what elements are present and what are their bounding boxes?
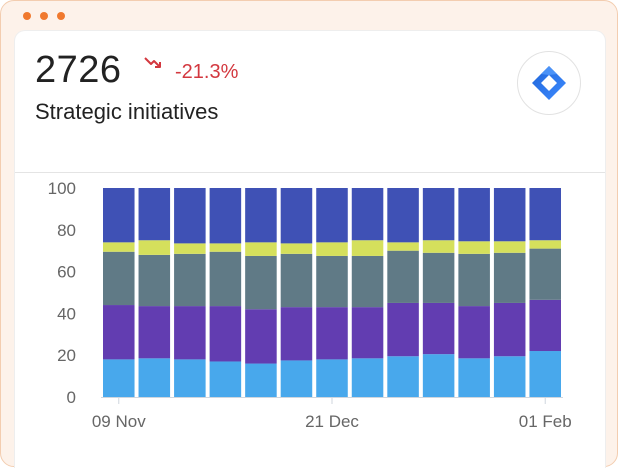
bar-segment[interactable] [209, 243, 242, 252]
bar-segment[interactable] [351, 188, 384, 241]
bar-segment[interactable] [422, 252, 455, 303]
bar-segment[interactable] [174, 253, 206, 307]
bar-segment[interactable] [422, 240, 455, 253]
y-tick-label: 20 [57, 346, 76, 365]
bar-segment[interactable] [493, 188, 526, 242]
metric-delta: -21.3% [175, 61, 239, 83]
bar-segment[interactable] [245, 255, 277, 310]
bar-segment[interactable] [316, 307, 348, 360]
bar-segment[interactable] [493, 302, 526, 357]
bar-segment[interactable] [138, 254, 171, 307]
bar-segment[interactable] [174, 359, 206, 397]
metric-card: 2726 -21.3% Strategic initiatives 0 20 [15, 31, 605, 468]
y-tick-label: 0 [67, 388, 76, 407]
x-tick-label: 09 Nov [92, 412, 146, 431]
bar-segment[interactable] [458, 188, 490, 242]
bar-segment[interactable] [493, 356, 526, 397]
bar-segment[interactable] [493, 252, 526, 303]
bar-segment[interactable] [529, 351, 561, 397]
bar-segment[interactable] [138, 306, 171, 359]
metric-title: Strategic initiatives [35, 99, 219, 124]
bar-segment[interactable] [458, 358, 490, 397]
bar-segment[interactable] [529, 248, 561, 300]
card-divider [15, 172, 605, 173]
bar-segment[interactable] [245, 309, 277, 364]
jira-logo-icon [517, 51, 581, 115]
bar-segment[interactable] [387, 242, 419, 251]
window-close-dot[interactable] [23, 12, 31, 20]
bar-segment[interactable] [209, 361, 242, 397]
window-maximize-dot[interactable] [57, 12, 65, 20]
bar-segment[interactable] [422, 354, 455, 397]
bar-segment[interactable] [174, 243, 206, 254]
bar-segment[interactable] [103, 251, 135, 306]
bar-segment[interactable] [174, 188, 206, 244]
bar-segment[interactable] [351, 255, 384, 308]
metric-value: 2726 [35, 49, 122, 91]
bar-segment[interactable] [529, 188, 561, 241]
bar-segment[interactable] [280, 253, 313, 308]
bar-segment[interactable] [529, 299, 561, 352]
jira-logo-glyph [532, 66, 566, 100]
bar-segment[interactable] [458, 306, 490, 359]
bar-segment[interactable] [280, 360, 313, 397]
bar-segment[interactable] [209, 306, 242, 362]
y-tick-label: 100 [48, 179, 76, 198]
bar-segment[interactable] [280, 243, 313, 254]
bar-segment[interactable] [138, 358, 171, 397]
bar-segment[interactable] [316, 188, 348, 243]
bar-segment[interactable] [103, 359, 135, 397]
y-tick-label: 60 [57, 263, 76, 282]
bar-segment[interactable] [103, 242, 135, 252]
bar-segment[interactable] [138, 240, 171, 255]
bar-segment[interactable] [103, 188, 135, 243]
bar-segment[interactable] [458, 253, 490, 307]
bar-segment[interactable] [422, 188, 455, 241]
stacked-bar-chart: 0 20 40 60 80 100 09 Nov 21 Dec 01 Feb [48, 179, 572, 431]
window-minimize-dot[interactable] [40, 12, 48, 20]
y-tick-label: 40 [57, 304, 76, 323]
bar-segment[interactable] [245, 188, 277, 243]
x-tick-label: 21 Dec [305, 412, 359, 431]
trend-down-icon [144, 57, 161, 68]
bar-segment[interactable] [174, 306, 206, 360]
bar-segment[interactable] [387, 356, 419, 397]
bar-segment[interactable] [209, 251, 242, 307]
bar-segment[interactable] [245, 242, 277, 256]
bar-segment[interactable] [103, 305, 135, 360]
bar-segment[interactable] [138, 188, 171, 241]
window-controls [23, 12, 65, 20]
bar-segment[interactable] [316, 242, 348, 256]
bar-segment[interactable] [387, 302, 419, 357]
bar-segment[interactable] [387, 188, 419, 243]
bar-segment[interactable] [316, 255, 348, 308]
bar-segment[interactable] [316, 359, 348, 397]
bar-segment[interactable] [209, 188, 242, 244]
bar-segment[interactable] [351, 307, 384, 359]
bar-segment[interactable] [351, 240, 384, 256]
bar-segment[interactable] [493, 241, 526, 253]
bar-segment[interactable] [529, 240, 561, 249]
y-tick-label: 80 [57, 221, 76, 240]
x-tick-label: 01 Feb [519, 412, 572, 431]
bar-segment[interactable] [351, 358, 384, 397]
bar-segment[interactable] [280, 188, 313, 244]
bar-segment[interactable] [458, 241, 490, 254]
bar-segment[interactable] [422, 302, 455, 355]
bar-segment[interactable] [280, 307, 313, 361]
bar-segment[interactable] [387, 250, 419, 303]
bar-segment[interactable] [245, 363, 277, 397]
